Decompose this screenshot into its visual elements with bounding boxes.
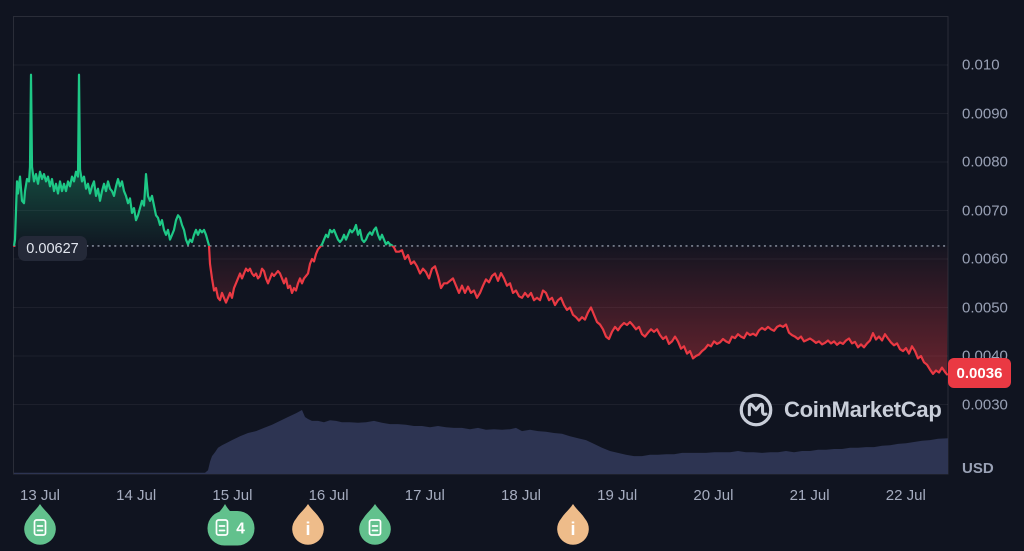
x-axis-tick-label: 22 Jul <box>885 487 926 504</box>
x-axis-tick-label: 21 Jul <box>789 487 830 504</box>
y-axis-tick-label: 0.0050 <box>962 299 1008 316</box>
event-marker-document[interactable] <box>350 503 400 550</box>
reference-price-label: 0.00627 <box>18 236 87 261</box>
event-marker-info[interactable]: i <box>548 503 598 550</box>
current-price-badge: 0.0036 <box>948 358 1011 388</box>
y-axis-tick-label: 0.0030 <box>962 396 1008 413</box>
y-axis-unit: USD <box>962 460 994 477</box>
x-axis-tick-label: 14 Jul <box>116 487 157 504</box>
event-marker-document-count[interactable]: 4 <box>201 503 261 550</box>
x-axis-tick-label: 20 Jul <box>693 487 734 504</box>
x-axis-tick-label: 15 Jul <box>212 487 253 504</box>
document-icon <box>33 519 47 536</box>
document-icon <box>215 519 229 536</box>
x-axis-tick-label: 18 Jul <box>500 487 542 504</box>
document-icon <box>368 519 382 536</box>
info-icon: i <box>305 519 310 539</box>
event-marker-info[interactable]: i <box>283 503 333 550</box>
marker-count: 4 <box>236 521 245 538</box>
y-axis-tick-label: 0.0070 <box>962 202 1008 219</box>
y-axis-tick-label: 0.010 <box>962 56 1000 74</box>
x-axis-tick-label: 13 Jul <box>19 487 61 504</box>
y-axis-tick-label: 0.0060 <box>962 250 1008 268</box>
x-axis-tick-label: 19 Jul <box>597 487 638 504</box>
info-icon: i <box>570 519 575 539</box>
event-marker-document[interactable] <box>15 503 65 550</box>
x-axis-tick-label: 17 Jul <box>404 487 445 504</box>
watermark-text: CoinMarketCap <box>784 397 942 422</box>
y-axis-tick-label: 0.0090 <box>962 105 1008 122</box>
reference-price-value: 0.00627 <box>26 240 79 257</box>
x-axis-tick-label: 16 Jul <box>308 487 349 504</box>
coinmarketcap-watermark: CoinMarketCap <box>737 391 942 429</box>
y-axis-tick-label: 0.0080 <box>962 153 1008 171</box>
coinmarketcap-logo-icon <box>739 393 773 427</box>
current-price-value: 0.0036 <box>956 364 1003 382</box>
